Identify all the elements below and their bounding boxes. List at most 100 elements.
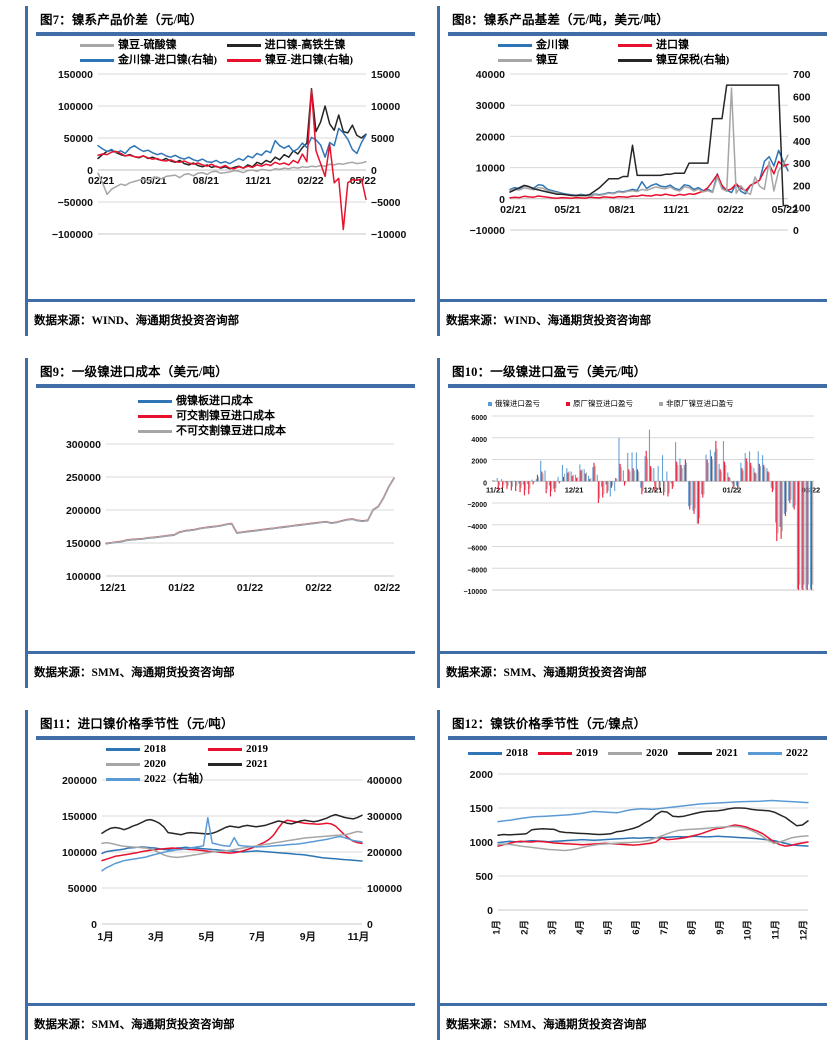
chart-canvas-fig9: 100000 150000 200000 250000 300000 12/21 01/22… [66,439,400,594]
svg-text:200: 200 [793,180,811,192]
svg-text:4月: 4月 [575,920,586,935]
svg-text:200000: 200000 [62,775,97,787]
title-rule-fig8 [448,32,827,36]
svg-text:4000: 4000 [471,437,487,444]
svg-text:−2000: −2000 [467,502,487,509]
legend-label: 原厂镍豆进口盈亏 [573,399,633,408]
panel-title-fig7: 图7：镍系产品价差（元/吨） [40,13,203,27]
legend-label: 镍豆-进口镍(右轴) [265,54,353,66]
footer-rule-fig7 [28,299,415,302]
legend-label: 2020 [646,747,668,759]
source-fig8: 数据来源：WIND、海通期货投资咨询部 [446,315,652,327]
legend-label: 可交割镍豆进口成本 [176,410,275,422]
chart-canvas-fig8: −10000 0 10000 20000 30000 40000 0 100 200 300 400… [470,69,811,237]
svg-text:200000: 200000 [66,505,101,517]
svg-text:300000: 300000 [66,439,101,451]
legend-swatch [106,778,140,781]
svg-text:100: 100 [793,203,811,215]
legend-swatch [678,752,712,755]
svg-text:700: 700 [793,69,811,81]
source-fig11: 数据来源：SMM、海通期货投资咨询部 [34,1019,235,1031]
legend-label: 俄镍进口盈亏 [495,399,540,408]
svg-text:2月: 2月 [519,920,530,935]
svg-text:11月: 11月 [348,931,370,943]
legend-label: 金川镍-进口镍(右轴) [118,54,217,66]
footer-rule-fig12 [440,1003,827,1006]
chart-canvas-fig12: 0 500 1000 1500 2000 1月 2月 3月 4月 5月 6月 7月 8月 9月 10月 11月… [470,769,810,940]
svg-text:0: 0 [87,165,93,177]
footer-rule-fig10 [440,651,827,654]
panel-fig9: 图9：一级镍进口成本（美元/吨） 俄镍板进口成本 可交割镍豆进口成本 不可交割镍… [25,358,415,688]
panel-title-fig10: 图10：一级镍进口盈亏（美元/吨） [452,365,647,379]
svg-text:0: 0 [367,919,373,931]
svg-text:400: 400 [793,136,811,148]
svg-text:05/21: 05/21 [554,204,580,216]
svg-text:400000: 400000 [367,775,402,787]
svg-text:01/22: 01/22 [237,582,263,594]
legend-swatch [498,44,532,47]
svg-text:300: 300 [793,158,811,170]
legend-swatch [226,44,261,47]
legend-label: 俄镍板进口成本 [176,395,253,407]
svg-text:0: 0 [91,919,97,931]
svg-text:1000: 1000 [470,837,494,849]
svg-text:02/22: 02/22 [297,175,323,187]
svg-text:−10000: −10000 [463,589,487,596]
legend-label: 进口镍 [656,39,689,51]
svg-text:150000: 150000 [62,811,97,823]
legend-swatch [80,59,114,62]
panel-fig11: 图11：进口镍价格季节性（元/吨） 2018 2019 2020 2021 20… [25,710,415,1040]
svg-text:02/21: 02/21 [500,204,526,216]
source-fig10: 数据来源：SMM、海通期货投资咨询部 [446,667,647,679]
legend-swatch [227,59,261,62]
svg-text:15000: 15000 [371,69,400,81]
svg-text:02/22: 02/22 [374,582,400,594]
legend-label: 2022（右轴） [144,773,210,785]
svg-text:05/22: 05/22 [772,204,798,216]
svg-text:200000: 200000 [367,847,402,859]
svg-text:08/21: 08/21 [609,204,635,216]
svg-text:30000: 30000 [476,100,505,112]
svg-text:250000: 250000 [66,472,101,484]
svg-text:2000: 2000 [471,459,487,466]
svg-text:10月: 10月 [743,920,754,940]
svg-text:02/22: 02/22 [717,204,743,216]
legend-label: 2018 [506,747,528,759]
svg-text:−100000: −100000 [52,229,93,241]
legend-label: 2021 [716,747,738,759]
svg-text:11/21: 11/21 [663,204,689,216]
source-fig12: 数据来源：SMM、海通期货投资咨询部 [446,1019,647,1031]
svg-text:02/22: 02/22 [305,582,331,594]
svg-text:3月: 3月 [547,920,558,935]
report-page: 图7：镍系产品价差（元/吨） 镍豆-硫酸镍 进口镍-高铁生镍 金川镍-进口镍(右… [25,6,827,1040]
legend-swatch [498,59,532,62]
svg-text:150000: 150000 [58,69,93,81]
svg-text:0: 0 [371,165,377,177]
svg-text:100000: 100000 [367,883,402,895]
svg-text:11/21: 11/21 [486,485,504,494]
legend-label: 进口镍-高铁生镍 [264,39,346,51]
legend-swatch [106,748,140,751]
svg-text:600: 600 [793,91,811,103]
svg-text:11月: 11月 [771,920,782,940]
legend-swatch [618,44,652,47]
svg-text:500: 500 [793,114,811,126]
svg-text:9月: 9月 [300,931,316,943]
svg-text:2000: 2000 [470,769,494,781]
svg-text:05/21: 05/21 [140,175,166,187]
svg-text:12/21: 12/21 [644,485,663,494]
chart-canvas-fig7: −100000−50000050000100000150000−10000−50… [52,69,407,241]
chart-fig12: 0 500 1000 1500 2000 1月 2月 3月 4月 5月 6月 7月 8月 9月 10月 11月… [448,740,827,976]
svg-text:12月: 12月 [799,920,810,940]
svg-text:−10000: −10000 [371,229,406,241]
title-rule-fig12 [448,736,827,740]
panel-fig10: 图10：一级镍进口盈亏（美元/吨） 俄镍进口盈亏 原厂镍豆进口盈亏 非原厂镍豆进… [437,358,827,688]
legend-swatch [608,752,642,755]
svg-text:−8000: −8000 [467,567,487,574]
panel-fig7: 图7：镍系产品价差（元/吨） 镍豆-硫酸镍 进口镍-高铁生镍 金川镍-进口镍(右… [25,6,415,336]
svg-text:1500: 1500 [470,803,494,815]
panel-fig8: 图8：镍系产品基差（元/吨，美元/吨） 金川镍 进口镍 镍豆 镍豆保税(右轴) … [437,6,827,336]
legend-swatch [488,401,492,406]
panel-title-fig11: 图11：进口镍价格季节性（元/吨） [40,717,234,731]
svg-text:1月: 1月 [97,931,113,943]
